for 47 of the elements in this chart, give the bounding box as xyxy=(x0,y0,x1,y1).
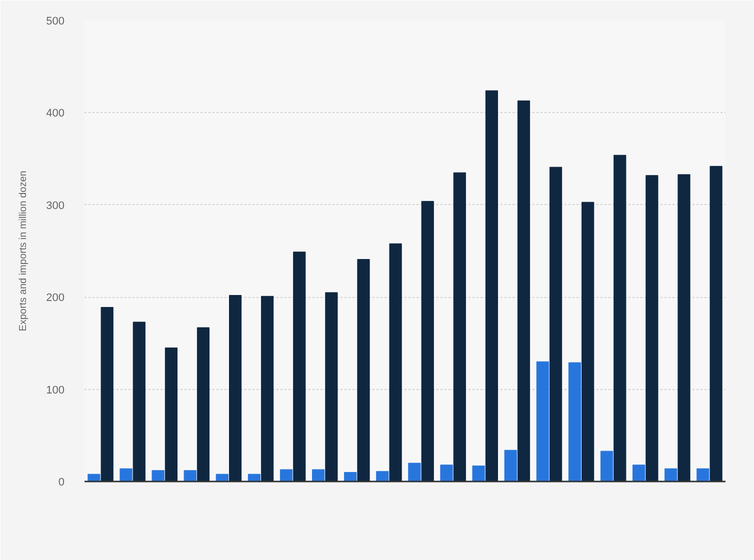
bar xyxy=(120,468,132,482)
bar xyxy=(421,200,434,482)
bar xyxy=(357,259,370,482)
bar xyxy=(710,166,722,482)
bar xyxy=(344,472,357,482)
bar xyxy=(88,474,100,482)
bar xyxy=(664,468,678,482)
bar xyxy=(216,474,228,482)
bar xyxy=(408,462,421,482)
bar xyxy=(196,327,210,482)
bar xyxy=(504,450,517,482)
y-tick-label: 300 xyxy=(46,200,65,212)
bar xyxy=(184,470,196,482)
bar xyxy=(389,243,402,482)
bar xyxy=(568,362,581,482)
bar xyxy=(164,348,178,482)
bar xyxy=(485,90,498,482)
bar xyxy=(376,471,389,482)
bar xyxy=(293,252,306,482)
bar xyxy=(280,469,293,482)
y-tick-label: 200 xyxy=(46,292,65,304)
bar xyxy=(312,469,325,482)
bar xyxy=(261,296,274,482)
y-tick-label: 100 xyxy=(46,384,65,396)
bar xyxy=(517,100,530,482)
bar xyxy=(472,466,485,482)
y-tick-label: 400 xyxy=(46,108,65,120)
y-tick-label: 0 xyxy=(58,476,65,488)
bar xyxy=(582,202,594,482)
bar xyxy=(550,166,562,482)
bar xyxy=(229,295,242,482)
bar xyxy=(453,172,466,482)
bar xyxy=(678,174,690,482)
bar xyxy=(600,450,614,482)
bar xyxy=(696,468,710,482)
y-axis-title: Exports and imports in million dozen xyxy=(18,170,30,332)
bar xyxy=(646,175,658,482)
bar xyxy=(614,154,626,482)
bar xyxy=(325,292,338,482)
bar xyxy=(536,361,549,482)
bar xyxy=(632,464,646,482)
bar xyxy=(100,306,114,482)
y-tick-label: 500 xyxy=(46,16,65,28)
bar xyxy=(440,464,453,482)
bar xyxy=(132,322,146,482)
bar xyxy=(248,474,260,482)
bar xyxy=(152,470,164,482)
